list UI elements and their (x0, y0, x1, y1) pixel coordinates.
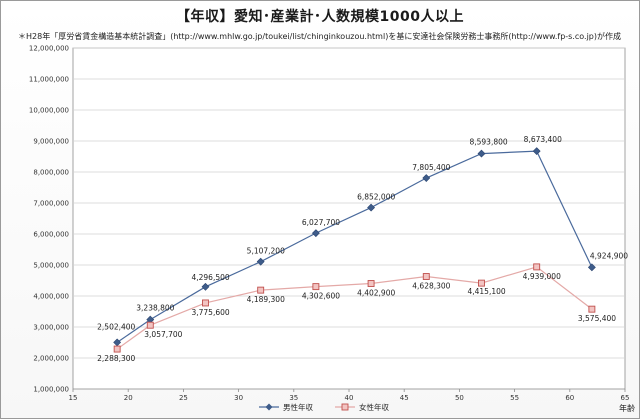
y-tick-label: 1,000,000 (33, 386, 69, 394)
legend-marker-female (341, 403, 349, 411)
data-point-female (588, 305, 596, 313)
y-tick-label: 5,000,000 (33, 262, 69, 270)
data-point-male (477, 149, 486, 158)
chart-subtitle: ＊H28年「厚労省賃金構造基本統計調査」(http://www.mhlw.go.… (18, 32, 621, 41)
x-axis-label: 年齢 (619, 403, 635, 413)
x-tick-label: 35 (289, 394, 298, 402)
data-label: 4,628,300 (412, 282, 450, 291)
data-point-female (422, 273, 430, 280)
y-tick-label: 11,000,000 (29, 76, 69, 84)
data-point-male (311, 229, 320, 238)
x-tick-label: 45 (400, 394, 409, 402)
data-point-female (312, 283, 320, 291)
x-tick-label: 20 (124, 394, 133, 402)
y-tick-label: 6,000,000 (33, 231, 69, 239)
data-point-male (587, 263, 596, 272)
x-tick-label: 60 (565, 394, 574, 402)
data-point-female (478, 279, 485, 287)
x-tick-label: 40 (345, 394, 354, 402)
data-label: 3,057,700 (144, 330, 182, 339)
data-label: 4,302,600 (302, 292, 340, 301)
legend-marker-male (265, 403, 273, 411)
legend-label-female: 女性年収 (359, 402, 389, 412)
y-tick-label: 2,000,000 (33, 355, 69, 363)
y-tick-label: 9,000,000 (33, 138, 69, 146)
data-label: 2,502,400 (97, 322, 135, 331)
data-label: 2,288,300 (97, 354, 135, 363)
y-tick-label: 4,000,000 (33, 293, 69, 301)
data-label: 4,924,900 (590, 251, 628, 260)
x-tick-label: 15 (69, 394, 78, 402)
data-label: 6,852,000 (357, 193, 395, 202)
legend-label-male: 男性年収 (283, 402, 313, 412)
data-point-male (201, 282, 210, 291)
data-point-female (533, 263, 541, 271)
data-point-male (367, 203, 376, 212)
data-label: 4,415,100 (467, 287, 505, 296)
data-label: 8,593,800 (469, 138, 507, 147)
data-label: 3,238,800 (136, 304, 174, 313)
series-line-female (116, 266, 593, 350)
x-tick-label: 65 (621, 394, 630, 402)
y-tick-label: 3,000,000 (33, 324, 69, 332)
data-label: 5,107,200 (247, 247, 285, 256)
x-tick-label: 50 (455, 394, 464, 402)
x-tick-label: 30 (234, 394, 243, 402)
data-label: 4,939,000 (523, 272, 561, 281)
data-label: 4,189,300 (247, 295, 285, 304)
data-point-female (367, 280, 375, 287)
plot-area (72, 47, 626, 390)
data-point-female (202, 299, 209, 307)
data-label: 6,027,700 (302, 218, 340, 227)
data-label: 3,575,400 (578, 314, 616, 323)
data-label: 8,673,400 (524, 135, 562, 144)
y-tick-label: 8,000,000 (33, 169, 69, 177)
data-point-female (257, 286, 265, 294)
y-tick-label: 10,000,000 (29, 107, 69, 115)
y-tick-label: 7,000,000 (33, 200, 69, 208)
data-point-male (422, 174, 431, 182)
data-point-female (113, 345, 121, 353)
x-tick-label: 25 (179, 394, 188, 402)
data-point-female (146, 321, 154, 329)
data-point-male (256, 257, 265, 266)
data-label: 3,775,600 (191, 308, 229, 317)
series-line-male (116, 150, 593, 343)
chart-title: 【年収】愛知･産業計･人数規模1000人以上 (176, 9, 464, 25)
x-tick-label: 55 (510, 394, 519, 402)
data-label: 7,805,400 (412, 163, 450, 172)
data-point-male (532, 147, 541, 156)
data-label: 4,296,500 (191, 273, 229, 282)
y-tick-label: 12,000,000 (29, 45, 69, 53)
data-label: 4,402,900 (357, 289, 395, 298)
